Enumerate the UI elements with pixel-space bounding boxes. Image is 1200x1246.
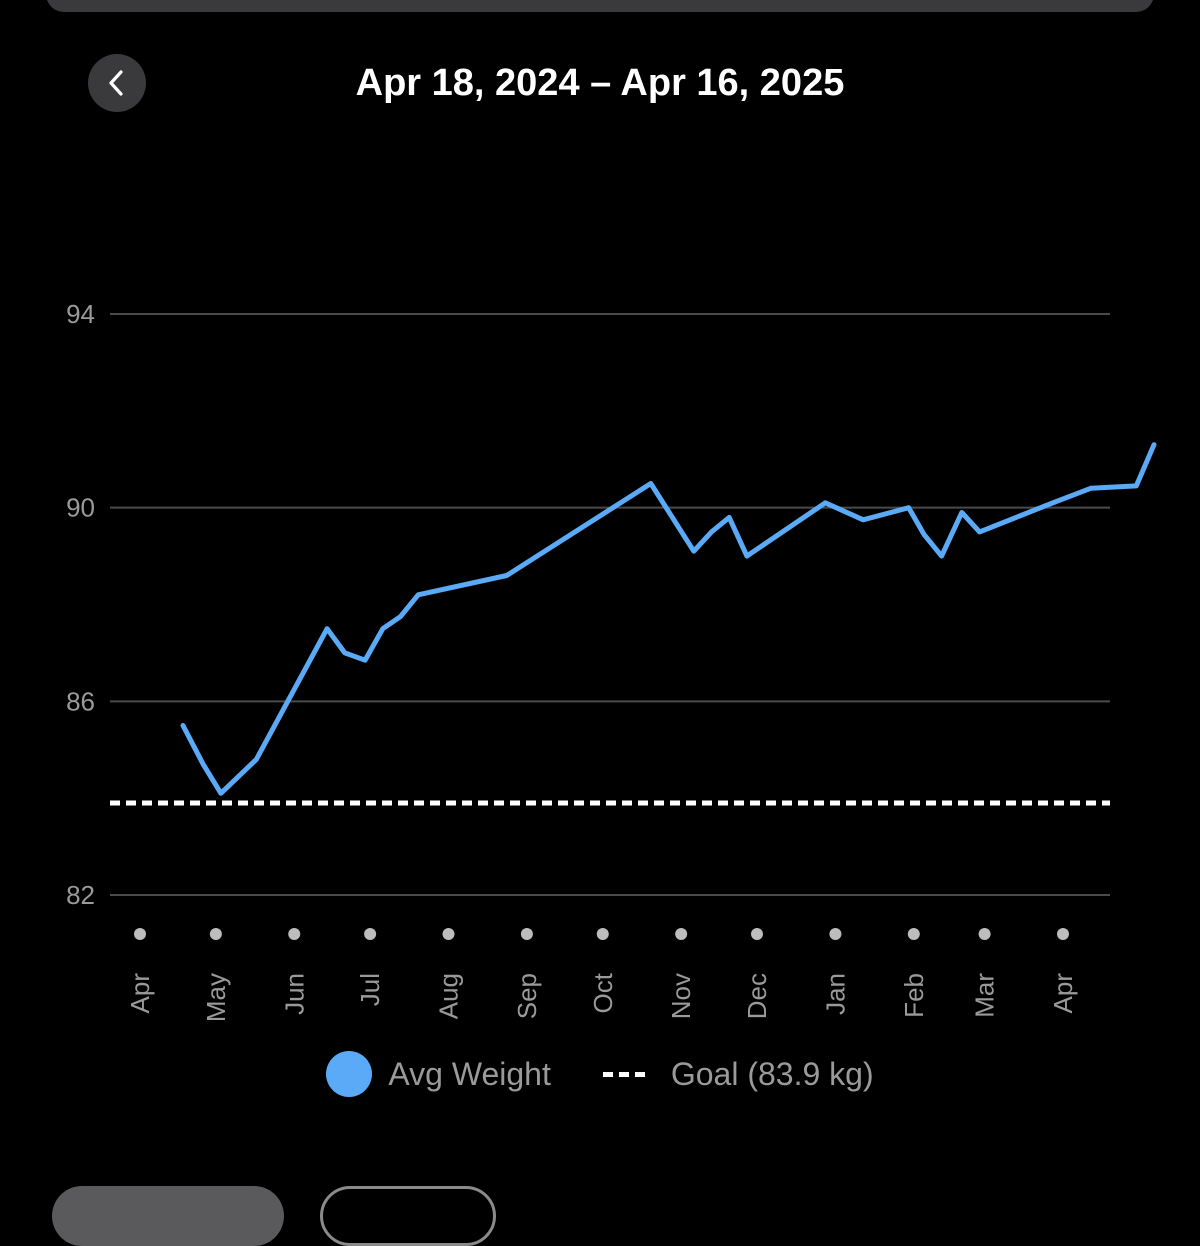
x-tick-label: Aug bbox=[434, 973, 464, 1019]
month-dot bbox=[596, 928, 609, 940]
legend-swatch-avg-weight bbox=[326, 1051, 373, 1097]
x-tick-label: Feb bbox=[899, 973, 929, 1018]
weight-line-chart: 82 86 90 94 Apr May Jun Jul Aug Sep Oct Nov Dec Jan Fe… bbox=[66, 299, 1157, 1022]
month-dot bbox=[1057, 928, 1069, 940]
x-tick-label: Mar bbox=[970, 973, 1000, 1018]
x-tick-label: Dec bbox=[742, 973, 772, 1019]
x-tick-label: Jul bbox=[355, 973, 385, 1006]
legend-swatch-goal bbox=[602, 1071, 651, 1077]
avg-weight-line bbox=[180, 442, 1157, 796]
x-tick-label: Nov bbox=[666, 973, 696, 1019]
month-dot bbox=[751, 928, 764, 940]
y-tick-label: 94 bbox=[66, 299, 95, 329]
y-tick-label: 86 bbox=[66, 686, 95, 716]
chart-legend: Avg Weight Goal (83.9 kg) bbox=[0, 1046, 1200, 1102]
x-tick-label: Apr bbox=[125, 973, 155, 1014]
month-dot bbox=[520, 928, 533, 940]
x-tick-label: Apr bbox=[1048, 973, 1078, 1014]
x-tick-label: Oct bbox=[588, 972, 618, 1013]
x-tick-label: May bbox=[201, 973, 231, 1022]
x-tick-label: Jan bbox=[820, 973, 850, 1015]
x-tick-label: Jun bbox=[279, 973, 309, 1015]
legend-item-avg-weight: Avg Weight bbox=[326, 1051, 551, 1097]
legend-item-goal: Goal (83.9 kg) bbox=[602, 1055, 874, 1093]
y-tick-label: 90 bbox=[66, 493, 95, 523]
month-dot bbox=[829, 928, 842, 940]
range-button-selected[interactable] bbox=[52, 1186, 284, 1246]
back-button[interactable] bbox=[88, 54, 146, 112]
range-button[interactable] bbox=[320, 1186, 496, 1246]
month-dot bbox=[907, 928, 920, 940]
month-dot bbox=[364, 928, 377, 940]
month-dot bbox=[442, 928, 455, 940]
month-dot bbox=[288, 928, 301, 940]
y-tick-label: 82 bbox=[66, 880, 95, 910]
chevron-left-icon bbox=[109, 70, 123, 96]
legend-label-goal: Goal (83.9 kg) bbox=[670, 1055, 874, 1092]
month-dot bbox=[209, 928, 222, 940]
month-dot bbox=[978, 928, 991, 940]
x-tick-label: Sep bbox=[512, 973, 542, 1019]
month-dot bbox=[134, 928, 146, 940]
legend-label-avg-weight: Avg Weight bbox=[388, 1055, 551, 1092]
month-dot bbox=[675, 928, 688, 940]
top-bar bbox=[46, 0, 1154, 12]
date-range-title: Apr 18, 2024 – Apr 16, 2025 bbox=[355, 62, 845, 104]
